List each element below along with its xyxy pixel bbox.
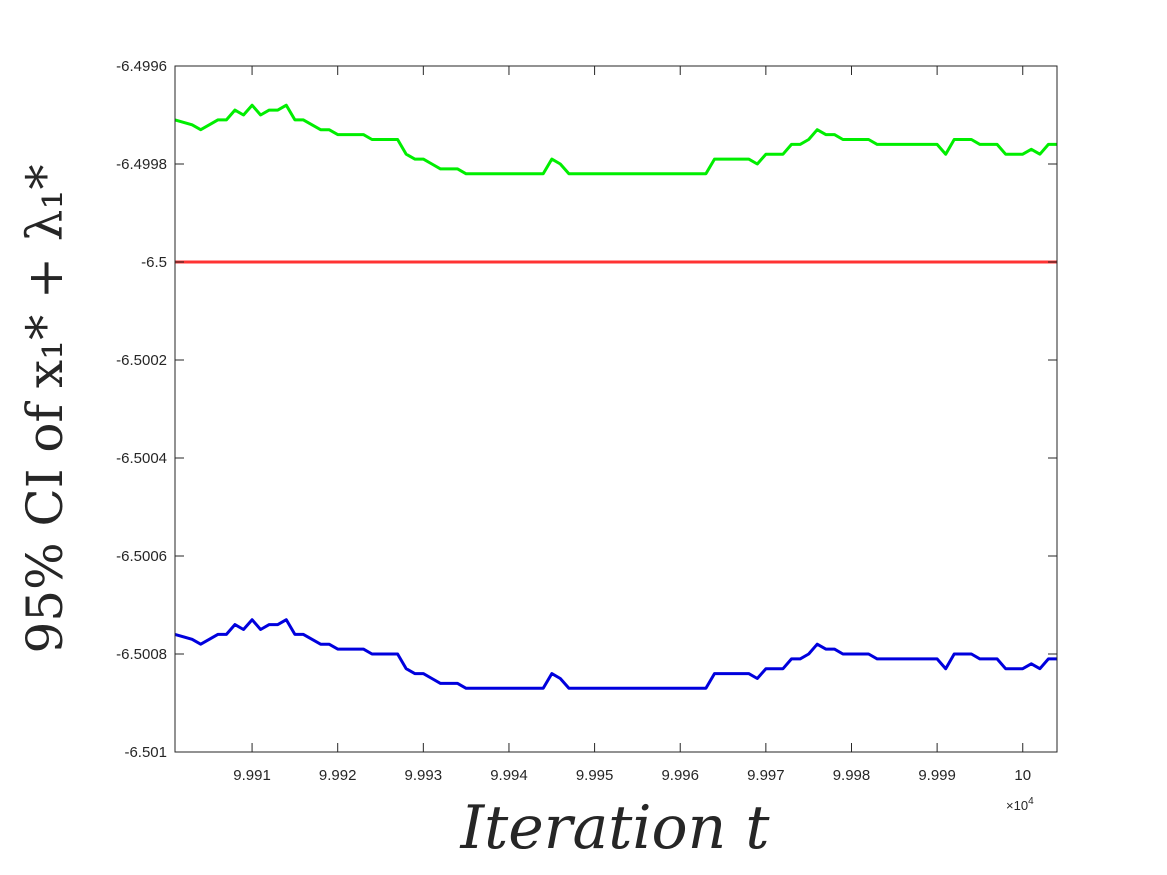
x-axis-title: Iteration t bbox=[459, 793, 770, 863]
x-exponent-label: ×104 bbox=[1006, 796, 1034, 813]
y-axis-ticks: -6.4996 -6.4998 -6.5 -6.5002 -6.5004 -6.5006 -… bbox=[116, 58, 1057, 761]
y-axis-title: 95% CI of x₁* + λ₁* bbox=[16, 164, 74, 653]
x-tick-label: 9.995 bbox=[576, 767, 614, 784]
upper-series-line bbox=[174, 103, 1057, 176]
x-tick-label: 9.998 bbox=[833, 767, 871, 784]
x-tick-label: 9.996 bbox=[661, 767, 699, 784]
y-tick-label: -6.5006 bbox=[116, 548, 167, 565]
series-layer bbox=[174, 103, 1057, 690]
x-tick-label: 10 bbox=[1014, 767, 1031, 784]
x-tick-label: 9.991 bbox=[233, 767, 271, 784]
x-exponent-power: 4 bbox=[1028, 796, 1034, 807]
y-tick-label: -6.5 bbox=[141, 254, 167, 271]
plot-area bbox=[175, 66, 1057, 752]
axes-box bbox=[174, 65, 1058, 753]
y-tick-label: -6.5002 bbox=[116, 352, 167, 369]
x-tick-label: 9.992 bbox=[319, 767, 357, 784]
y-tick-label: -6.501 bbox=[124, 744, 167, 761]
x-axis-ticks: 9.991 9.992 9.993 9.994 9.995 9.996 9.997 9.998… bbox=[233, 66, 1031, 784]
y-tick-label: -6.5008 bbox=[116, 646, 167, 663]
y-tick-label: -6.4998 bbox=[116, 156, 167, 173]
x-tick-label: 9.993 bbox=[405, 767, 443, 784]
x-tick-label: 9.999 bbox=[918, 767, 956, 784]
x-tick-label: 9.994 bbox=[490, 767, 528, 784]
lower-series-line bbox=[174, 618, 1057, 690]
x-tick-label: 9.997 bbox=[747, 767, 785, 784]
y-tick-label: -6.4996 bbox=[116, 58, 167, 75]
y-tick-label: -6.5004 bbox=[116, 450, 167, 467]
